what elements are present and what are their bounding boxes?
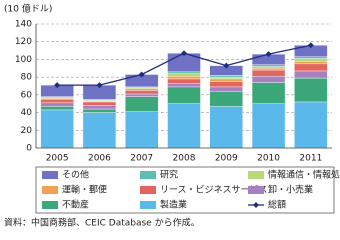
- bar-segment: [294, 101, 328, 149]
- bar-segment: [167, 83, 201, 88]
- legend-swatch: [140, 201, 156, 209]
- bar-segment: [294, 77, 328, 103]
- total-marker: [138, 71, 145, 78]
- x-tick-label: 2008: [173, 154, 196, 164]
- legend-box: [35, 166, 335, 214]
- bar-segment: [82, 112, 117, 149]
- bar-segment: [167, 103, 201, 149]
- y-tick-label: 120: [15, 37, 32, 47]
- bar-segment: [82, 105, 117, 110]
- bar-segment: [40, 106, 74, 111]
- bar-segment: [251, 76, 286, 83]
- bar-segment: [294, 61, 328, 65]
- legend-swatch: [42, 201, 58, 209]
- y-tick-label: 0: [26, 144, 32, 154]
- total-marker: [96, 82, 103, 89]
- total-marker: [223, 62, 230, 69]
- bar-segment: [40, 109, 74, 149]
- y-tick-label: 140: [15, 20, 32, 30]
- y-tick-label: 60: [21, 90, 33, 100]
- bar-segment: [251, 64, 286, 67]
- bar-segment: [209, 91, 243, 107]
- legend-label: その他: [62, 169, 89, 181]
- bar-segment: [209, 106, 243, 149]
- legend-label: 運輸・郵便: [62, 184, 107, 196]
- bar-segment: [167, 71, 201, 74]
- bar-segment: [294, 70, 328, 79]
- bar-segment: [125, 111, 159, 149]
- y-tick-label: 80: [21, 73, 33, 83]
- legend-label: 情報通信・情報処理: [268, 169, 340, 181]
- bar-segment: [294, 63, 328, 72]
- legend-label: 卸・小売業: [268, 184, 313, 196]
- bar-segment: [125, 96, 159, 112]
- bar-segment: [294, 56, 328, 59]
- legend-label: 総額: [268, 199, 286, 211]
- bar-segment: [251, 66, 286, 69]
- bar-segment: [209, 81, 243, 88]
- bar-segment: [125, 88, 159, 91]
- footnote: 資料：中国商務部、CEIC Database から作成。: [4, 217, 200, 229]
- x-tick-label: 2011: [299, 154, 322, 164]
- bar-segment: [40, 99, 74, 104]
- legend-label: 製造業: [160, 199, 187, 211]
- bar-segment: [125, 90, 159, 95]
- y-axis-label: (10 億ドル): [4, 3, 52, 15]
- total-marker: [307, 42, 314, 49]
- bar-segment: [209, 76, 243, 80]
- bar-segment: [209, 86, 243, 92]
- legend-label: リース・ビジネスサービス: [160, 185, 268, 196]
- legend-swatch: [140, 171, 156, 179]
- legend-label: 研究: [160, 169, 178, 181]
- total-marker: [54, 82, 61, 89]
- legend-swatch: [248, 171, 264, 179]
- bar-segment: [251, 68, 286, 71]
- bar-segment: [167, 76, 201, 80]
- x-tick-label: 2007: [130, 154, 153, 164]
- bar-segment: [82, 108, 117, 113]
- legend-swatch: [253, 202, 259, 208]
- legend-label: 不動産: [62, 199, 89, 211]
- bar-segment: [209, 75, 243, 78]
- bar-segment: [209, 78, 243, 82]
- legend-swatch: [42, 186, 58, 194]
- bar-segment: [294, 58, 328, 62]
- bar-segment: [125, 93, 159, 97]
- legend-swatch: [140, 186, 156, 194]
- x-tick-label: 2005: [46, 154, 69, 164]
- y-tick-label: 40: [21, 108, 33, 118]
- bar-segment: [82, 101, 117, 106]
- x-tick-label: 2010: [257, 154, 280, 164]
- x-tick-label: 2009: [215, 154, 238, 164]
- bar-segment: [167, 78, 201, 84]
- legend-swatch: [42, 171, 58, 179]
- chart: (10 億ドル) 資料：中国商務部、CEIC Database から作成。 0 2…: [4, 3, 340, 229]
- y-tick-label: 20: [21, 126, 33, 136]
- total-marker: [181, 50, 187, 57]
- bar-segment: [251, 103, 286, 149]
- x-tick-label: 2006: [88, 154, 111, 164]
- total-marker: [265, 51, 272, 58]
- bar-segment: [251, 82, 286, 104]
- bar-segment: [167, 86, 201, 104]
- bar-segment: [40, 102, 74, 107]
- bar-segment: [167, 73, 201, 77]
- y-tick-label: 100: [15, 55, 32, 65]
- legend-swatch: [248, 186, 264, 194]
- bar-segment: [251, 69, 286, 77]
